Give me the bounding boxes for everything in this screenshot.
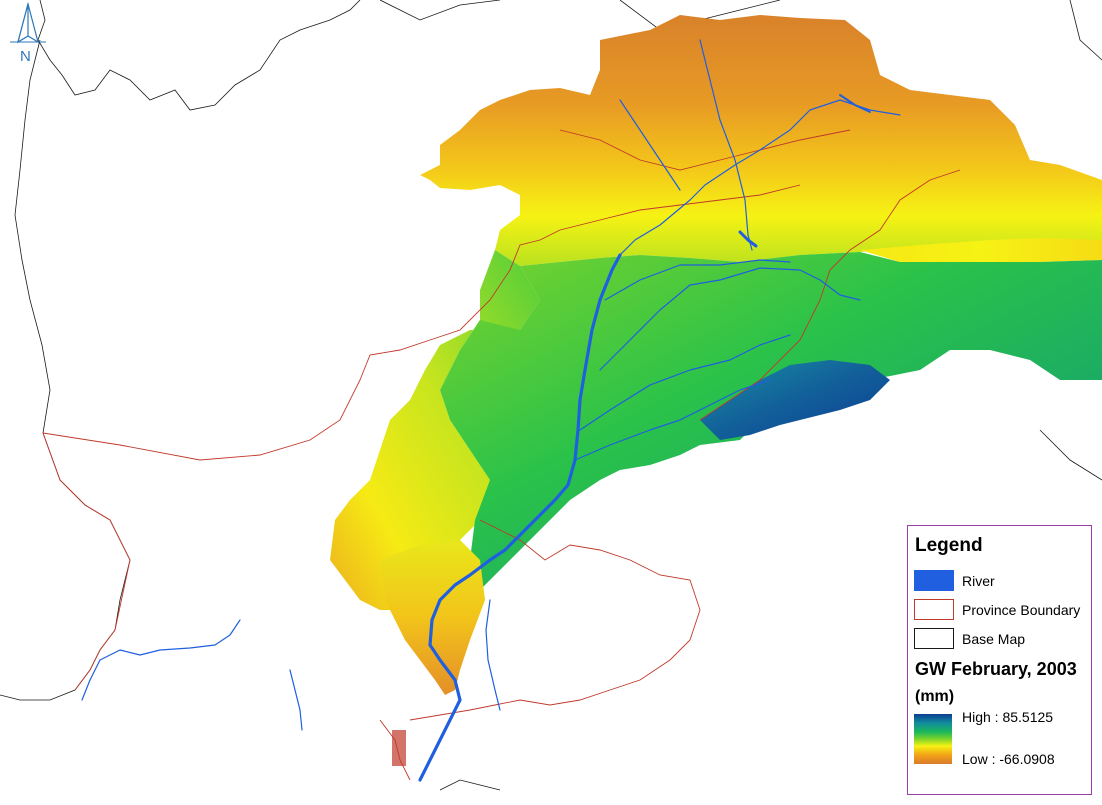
rivers (81, 39, 901, 782)
legend-label-base-map: Base Map (962, 631, 1026, 647)
gw-unit: (mm) (915, 688, 955, 705)
legend-title: Legend (915, 535, 983, 556)
gw-low-label: Low : -66.0908 (962, 751, 1055, 767)
gw-title: GW February, 2003 (915, 659, 1077, 679)
legend-item-province-boundary: Province Boundary (914, 599, 1089, 621)
province-boundary-swatch (914, 599, 954, 620)
legend-panel: Legend River Province Boundary Base Map … (907, 525, 1092, 795)
legend-item-river: River (914, 570, 1089, 592)
legend-item-base-map: Base Map (914, 628, 1089, 650)
province-boundaries (42, 129, 961, 781)
north-arrow-icon (10, 2, 46, 44)
legend-label-river: River (962, 573, 995, 589)
river-swatch (914, 570, 954, 591)
legend-label-province-boundary: Province Boundary (962, 602, 1081, 618)
delta-area (392, 730, 406, 766)
base-map-swatch (914, 628, 954, 649)
gw-high-label: High : 85.5125 (962, 709, 1054, 725)
gw-color-ramp (914, 714, 952, 764)
north-label: N (20, 48, 31, 65)
